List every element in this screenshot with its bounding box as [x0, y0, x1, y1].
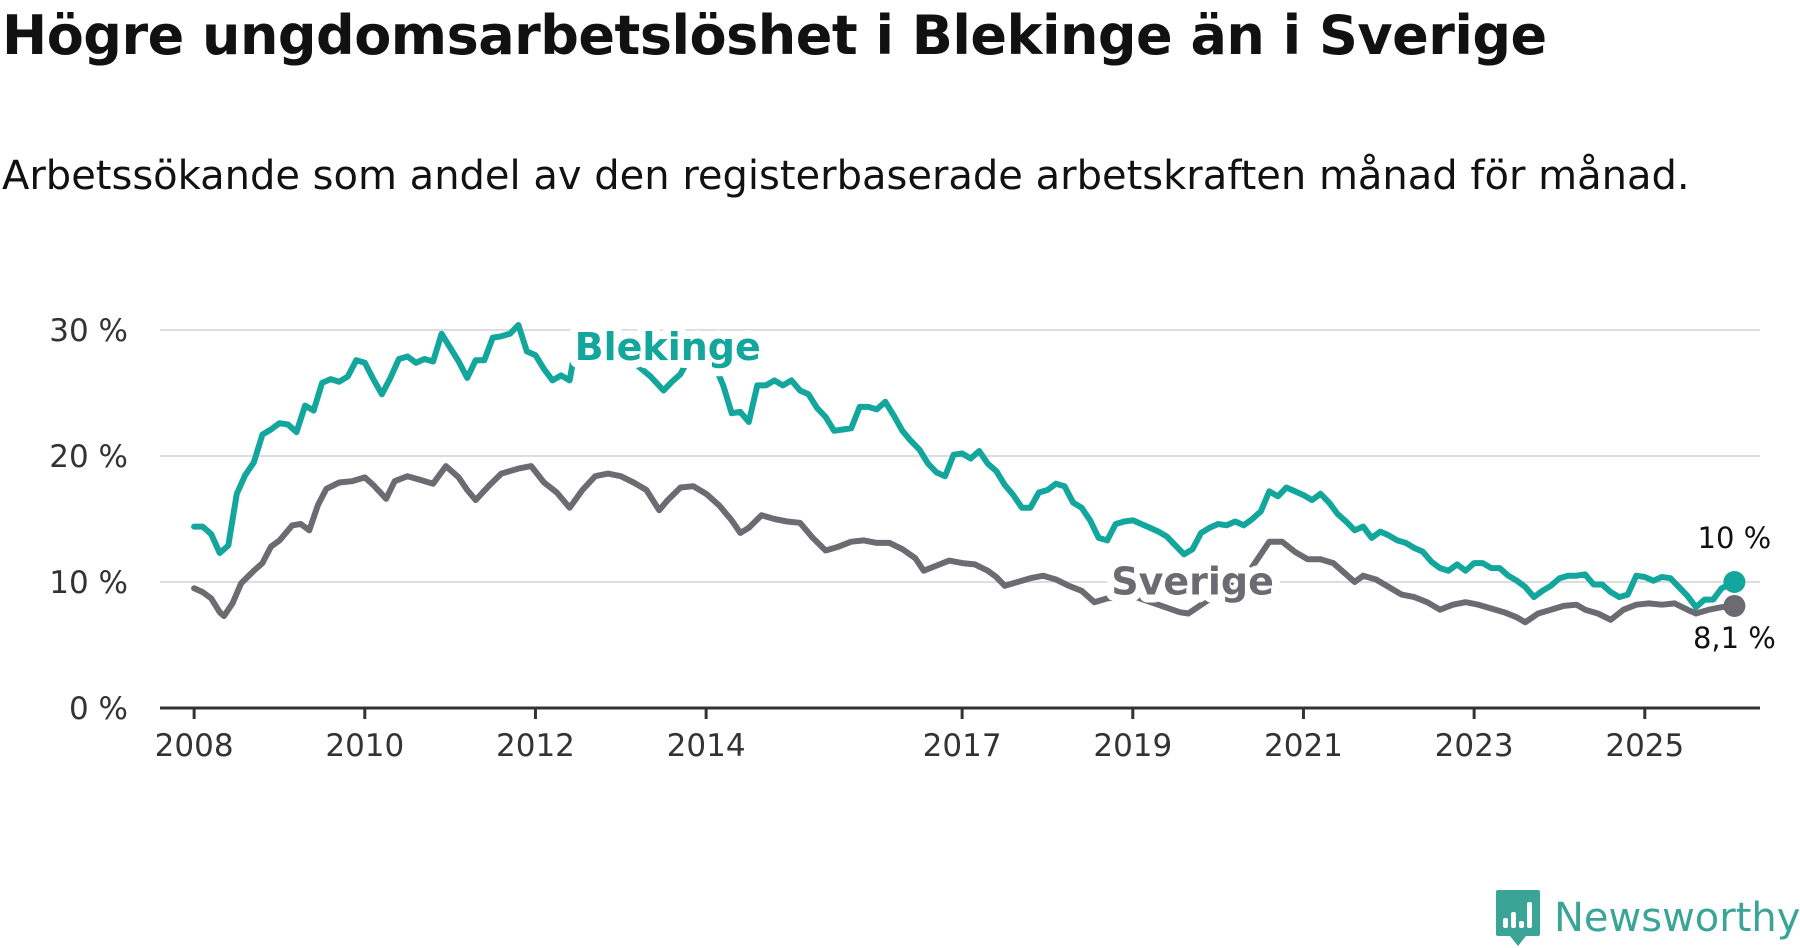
- y-tick-label: 30 %: [49, 313, 128, 349]
- series-line-blekinge: [191, 322, 1738, 611]
- chart-subtitle: Arbetssökande som andel av den registerb…: [2, 153, 1690, 199]
- x-tick-label: 2010: [325, 728, 404, 764]
- y-tick-label: 10 %: [49, 565, 128, 601]
- y-tick-label: 20 %: [49, 439, 128, 475]
- x-tick-label: 2012: [496, 728, 575, 764]
- x-tick-label: 2019: [1093, 728, 1172, 764]
- series-lines: [191, 322, 1746, 626]
- x-tick-label: 2008: [155, 728, 234, 764]
- y-tick-label: 0 %: [69, 691, 128, 727]
- brand-logo: Newsworthy: [1494, 888, 1800, 948]
- end-marker-sverige: [1723, 594, 1746, 617]
- end-value-label-sverige: 8,1 %: [1693, 621, 1776, 655]
- series-label-halo: Sverige: [1111, 560, 1274, 604]
- axes: 0 % 10 % 20 % 30 % 2008 2010 2012 2014 2017 2019 2…: [49, 313, 1760, 764]
- x-tick-label: 2025: [1605, 728, 1684, 764]
- end-value-label-blekinge: 10 %: [1698, 521, 1772, 555]
- series-label-sverige: Sverige: [1111, 560, 1274, 604]
- x-tick-label: 2023: [1435, 728, 1514, 764]
- chart-title: Högre ungdomsarbetslöshet i Blekinge än …: [2, 4, 1547, 67]
- series-line-sverige: [191, 463, 1738, 626]
- series-label-halo: Blekinge: [575, 325, 761, 369]
- x-tick-label: 2014: [667, 728, 746, 764]
- x-tick-label: 2021: [1264, 728, 1343, 764]
- chart-badge-icon: [1496, 890, 1540, 946]
- series-label-blekinge: Blekinge: [575, 325, 761, 369]
- brand-name: Newsworthy: [1554, 895, 1800, 941]
- x-tick-label: 2017: [923, 728, 1002, 764]
- end-marker-blekinge: [1723, 571, 1746, 593]
